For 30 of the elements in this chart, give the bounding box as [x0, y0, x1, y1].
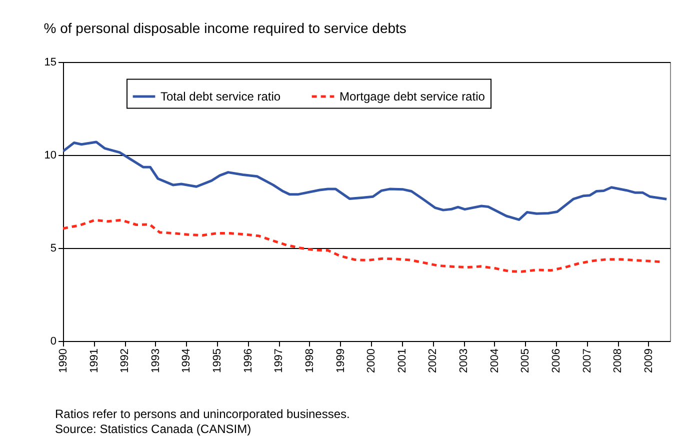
x-tick-label: 2005	[520, 348, 532, 373]
x-tick-label: 1994	[180, 348, 193, 373]
legend-label: Total debt service ratio	[160, 89, 281, 104]
y-tick-label: 5	[50, 242, 56, 254]
x-tick-label: 1996	[242, 348, 254, 373]
text: Ratios refer to persons and unincorporated businesses.	[55, 407, 350, 421]
x-tick-label: 1999	[334, 348, 347, 373]
x-tick-label: 2002	[427, 348, 440, 373]
x-tick-label: 2001	[396, 348, 408, 373]
y-tick-label: 15	[44, 56, 56, 68]
x-tick-label: 1997	[273, 348, 286, 373]
x-tick-label: 2008	[612, 348, 624, 373]
x-tick-label: 1993	[150, 348, 162, 373]
x-tick-label: 1990	[58, 348, 70, 373]
y-tick-label: 0	[50, 336, 56, 348]
line-series	[63, 140, 668, 221]
source-note: Source: Statistics Canada (CANSIM)	[55, 422, 252, 436]
x-tick-label: 2000	[366, 348, 378, 373]
x-tick-label: 2003	[458, 348, 470, 373]
x-tick-label: 2007	[581, 348, 594, 373]
legend-label: Mortgage debt service ratio	[340, 89, 486, 104]
x-tick-label: 1992	[119, 348, 132, 373]
x-tick-label: 1991	[88, 348, 100, 373]
x-tick-label: 2009	[642, 348, 655, 373]
chart-title: % of personal disposable income required to service debts	[44, 20, 406, 36]
x-tick-label: 2004	[488, 348, 501, 373]
x-tick-label: 2006	[550, 348, 562, 373]
x-tick-label: 1995	[212, 348, 224, 373]
y-tick-label: 10	[44, 150, 56, 162]
x-tick-label: 1998	[304, 348, 316, 373]
